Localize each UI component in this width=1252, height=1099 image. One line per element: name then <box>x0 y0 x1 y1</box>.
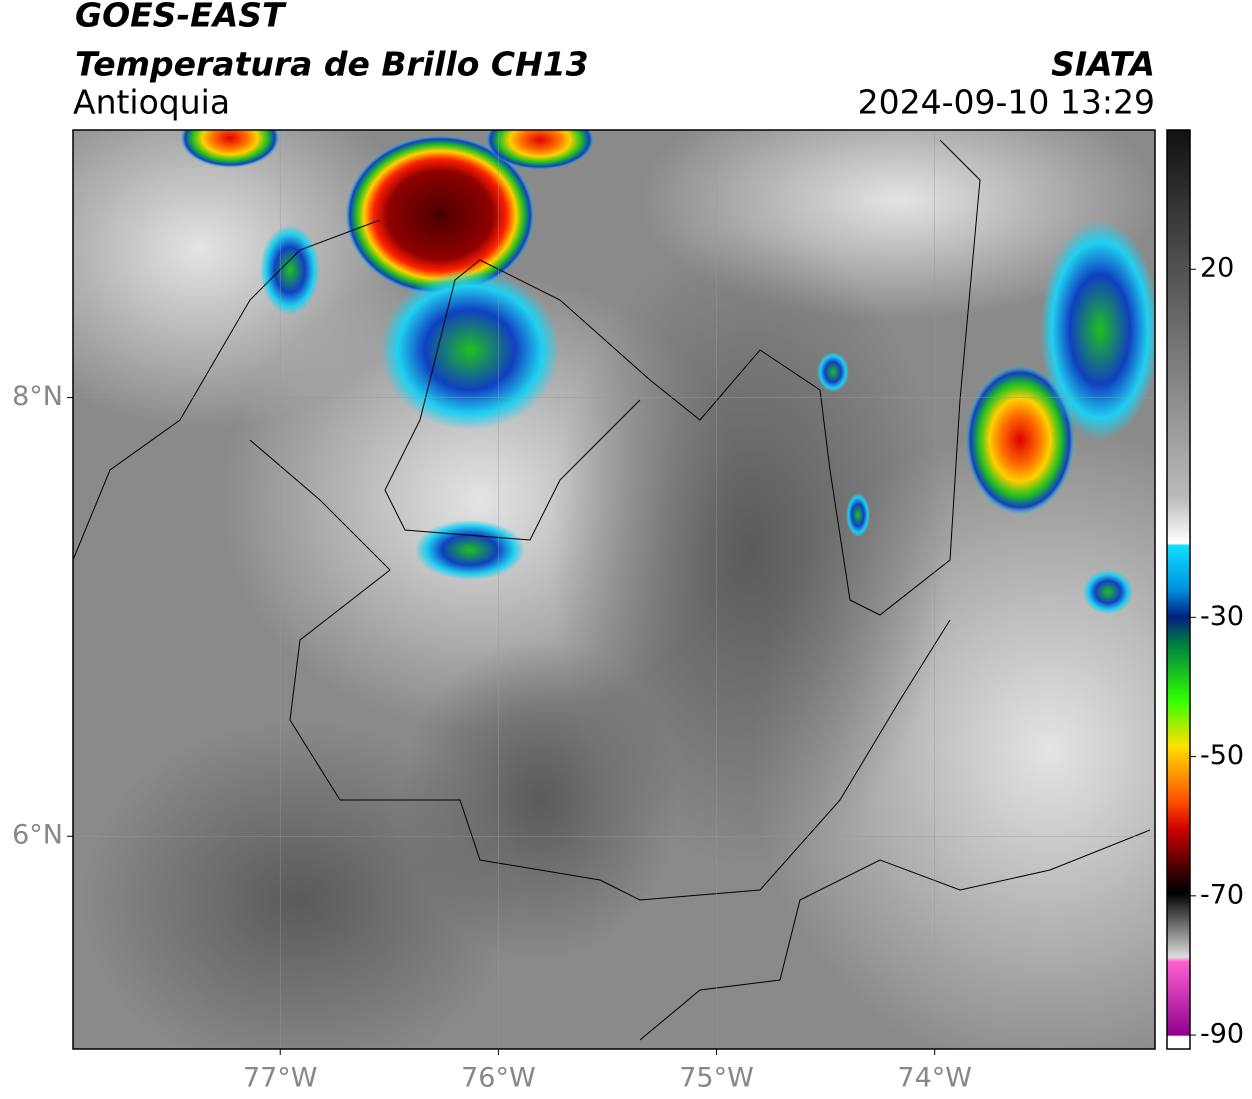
colorbar-tick-label: -90 <box>1200 1019 1244 1050</box>
datetime: 2024-09-10 13:29 <box>858 83 1155 122</box>
x-tick-label: 75°W <box>679 1063 754 1094</box>
colorbar-tick-label: 20 <box>1200 253 1234 284</box>
region: Antioquia <box>73 83 230 122</box>
y-tick-label: 6°N <box>12 820 63 851</box>
map-frame <box>72 129 1156 1050</box>
x-tick-label: 77°W <box>243 1063 318 1094</box>
colorbar-tick-label: -50 <box>1200 740 1244 771</box>
colorbar-tick-label: -70 <box>1200 879 1244 910</box>
map <box>73 130 1155 1049</box>
colorbar-tick-label: -30 <box>1200 601 1244 632</box>
title: GOES-EAST <box>75 0 287 35</box>
colorbar <box>1166 129 1191 1050</box>
x-tick-label: 76°W <box>461 1063 536 1094</box>
y-tick-label: 8°N <box>12 381 63 412</box>
x-tick-label: 74°W <box>897 1063 972 1094</box>
source: SIATA <box>1051 45 1155 84</box>
grid <box>73 130 1155 1049</box>
subtitle: Temperatura de Brillo CH13 <box>75 45 589 84</box>
